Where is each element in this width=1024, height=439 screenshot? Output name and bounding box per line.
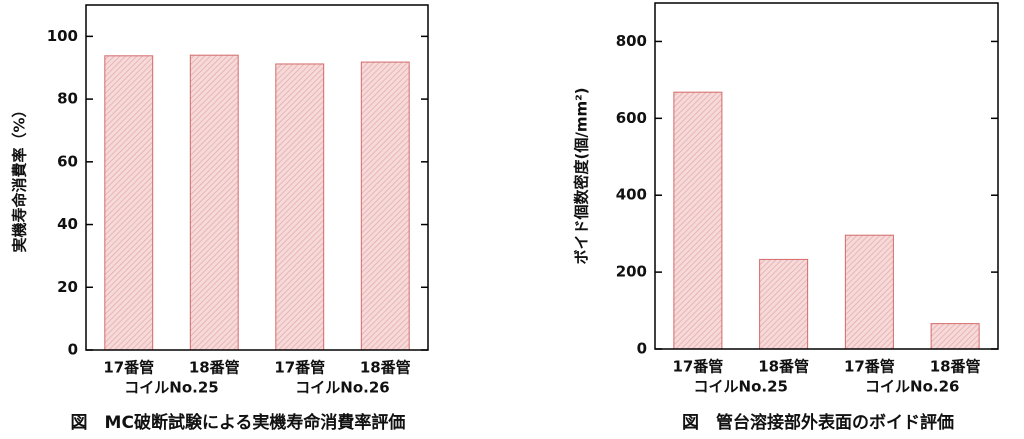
bar [275,63,325,351]
bar [844,234,894,350]
plot-frame [654,2,999,350]
y-tick-label: 600 [616,109,647,127]
y-tick-label: 40 [57,215,78,233]
x-tick-label: 18番管 [758,358,809,376]
bar [104,55,154,351]
y-axis-label: ボイド個数密度(個/mm²) [573,87,591,264]
group-label: コイルNo.26 [295,379,389,397]
x-tick-label: 18番管 [930,358,981,376]
bar [360,61,410,351]
y-tick-label: 100 [47,27,78,45]
x-tick-label: 17番管 [844,358,895,376]
bar [759,258,809,350]
group-label: コイルNo.26 [865,378,959,396]
y-tick-label: 0 [637,340,647,358]
y-tick-label: 80 [57,90,78,108]
x-tick-label: 17番管 [274,359,325,377]
plot-frame [85,4,429,351]
x-tick-label: 17番管 [103,359,154,377]
y-tick-label: 20 [57,278,78,296]
y-tick-label: 60 [57,152,78,170]
y-tick-label: 800 [616,32,647,50]
caption: 図 MC破断試験による実機寿命消費率評価 [71,412,406,433]
group-label: コイルNo.25 [124,379,218,397]
x-tick-label: 18番管 [189,359,240,377]
x-tick-label: 17番管 [672,358,723,376]
caption: 図 管台溶接部外表面のボイド評価 [682,412,954,433]
y-tick-label: 0 [68,341,78,359]
group-label: コイルNo.25 [694,378,788,396]
y-tick-label: 200 [616,263,647,281]
bar [189,54,239,351]
y-axis-label: 実機寿命消費率（%） [11,102,29,252]
x-tick-label: 18番管 [360,359,411,377]
y-tick-label: 400 [616,186,647,204]
bar [673,91,723,350]
bar [930,323,980,350]
